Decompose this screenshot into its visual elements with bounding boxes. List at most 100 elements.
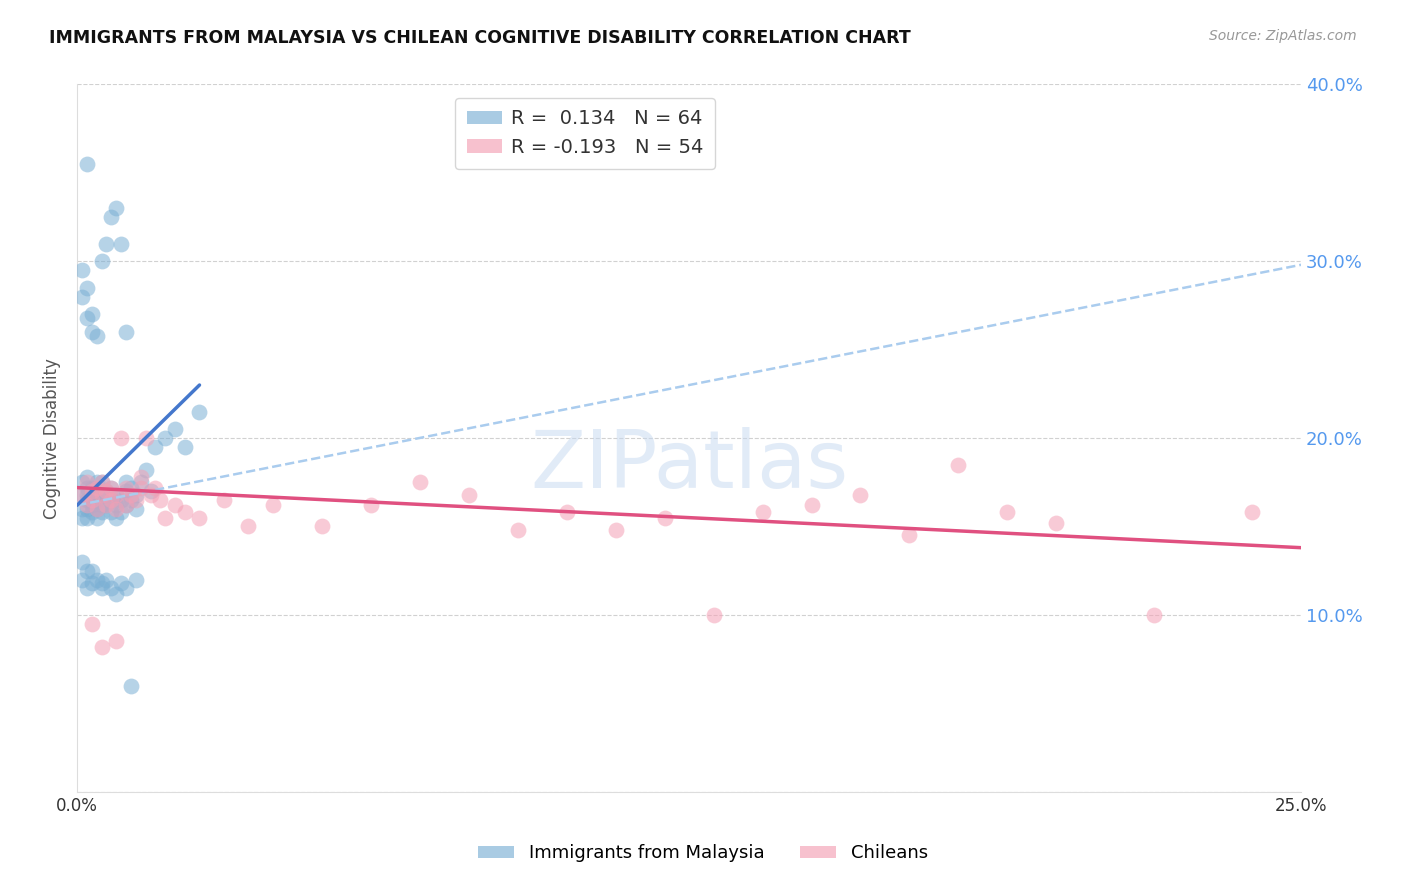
Point (76, 475, 98, 490)
Point (100, 582, 122, 596)
Point (76, 501, 98, 516)
Point (70, 573, 93, 587)
Point (100, 492, 122, 507)
Point (100, 481, 122, 495)
Point (105, 587, 128, 601)
Point (105, 498, 128, 512)
Point (115, 498, 138, 512)
Point (110, 431, 132, 445)
Point (703, 607, 725, 622)
Point (90, 582, 112, 596)
Point (90, 498, 112, 512)
Point (115, 582, 138, 596)
Point (86, 328, 108, 343)
Point (125, 501, 148, 516)
Point (135, 463, 157, 477)
Point (76, 310, 98, 325)
Point (86, 492, 108, 507)
Point (70, 488, 93, 502)
Point (86, 484, 108, 499)
Point (135, 431, 157, 445)
Point (76, 498, 98, 512)
Point (96, 484, 118, 499)
Point (86, 501, 108, 516)
Point (86, 510, 108, 524)
Point (90, 488, 112, 502)
Point (90, 254, 112, 268)
Point (110, 576, 132, 591)
Point (80, 492, 103, 507)
Point (110, 492, 132, 507)
Point (173, 505, 195, 519)
Point (115, 484, 138, 499)
Point (90, 475, 112, 490)
Point (70, 555, 93, 569)
Legend: Immigrants from Malaysia, Chileans: Immigrants from Malaysia, Chileans (471, 838, 935, 870)
Point (80, 325, 103, 339)
Point (80, 505, 103, 519)
Point (105, 201, 128, 215)
Point (311, 519, 333, 533)
Point (96, 484, 118, 499)
Point (86, 573, 108, 587)
Point (360, 498, 382, 512)
Point (70, 501, 93, 516)
Point (76, 582, 98, 596)
Y-axis label: Cognitive Disability: Cognitive Disability (44, 358, 60, 518)
Point (125, 488, 148, 502)
Point (800, 498, 823, 512)
Point (948, 458, 970, 472)
Point (238, 519, 260, 533)
Text: ZIPatlas: ZIPatlas (530, 427, 848, 506)
Point (96, 498, 118, 512)
Point (105, 488, 128, 502)
Point (115, 475, 138, 490)
Point (163, 498, 186, 512)
Point (145, 481, 167, 495)
Point (96, 236, 118, 251)
Point (149, 492, 172, 507)
Point (212, 492, 235, 507)
Point (100, 481, 122, 495)
Point (898, 528, 921, 542)
Legend: R =  0.134   N = 64, R = -0.193   N = 54: R = 0.134 N = 64, R = -0.193 N = 54 (456, 98, 716, 169)
Point (70, 475, 93, 490)
Point (654, 510, 676, 524)
Point (139, 484, 162, 499)
Point (155, 510, 177, 524)
Point (100, 505, 122, 519)
Point (80, 481, 103, 495)
Point (115, 325, 138, 339)
Point (105, 488, 128, 502)
Point (90, 505, 112, 519)
Point (100, 492, 122, 507)
Point (120, 481, 142, 495)
Point (86, 475, 108, 490)
Point (80, 564, 103, 578)
Point (76, 492, 98, 507)
Point (80, 484, 103, 499)
Point (115, 498, 138, 512)
Point (90, 576, 112, 591)
Point (262, 498, 284, 512)
Point (96, 573, 118, 587)
Text: Source: ZipAtlas.com: Source: ZipAtlas.com (1209, 29, 1357, 43)
Point (76, 488, 98, 502)
Point (849, 488, 872, 502)
Point (120, 492, 142, 507)
Point (188, 510, 211, 524)
Point (115, 481, 138, 495)
Point (76, 470, 98, 484)
Point (70, 488, 93, 502)
Point (129, 470, 152, 484)
Point (188, 404, 211, 418)
Point (751, 505, 773, 519)
Point (90, 475, 112, 490)
Point (1241, 505, 1264, 519)
Point (70, 290, 93, 304)
Point (96, 498, 118, 512)
Point (86, 501, 108, 516)
Point (76, 510, 98, 524)
Point (173, 440, 195, 454)
Point (506, 523, 529, 537)
